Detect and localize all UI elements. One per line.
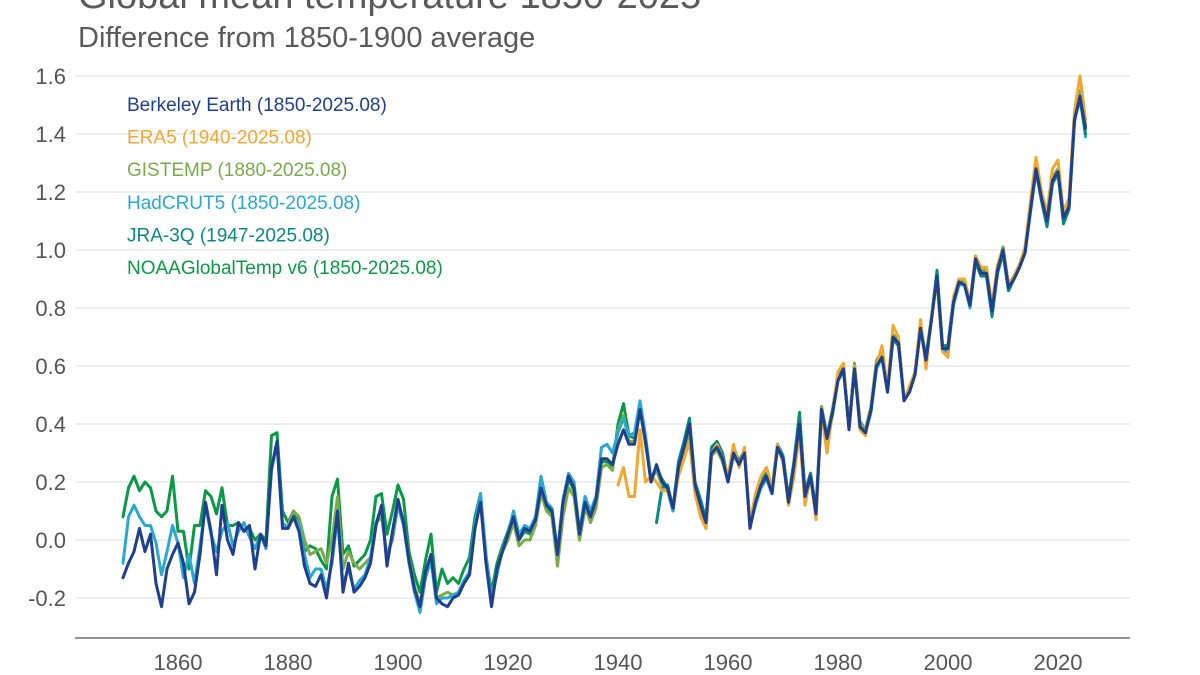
legend-item: HadCRUT5 (1850-2025.08)	[127, 193, 360, 214]
y-tick-label: 0.0	[35, 528, 66, 553]
x-tick-label: 1940	[594, 650, 643, 675]
x-tick-label: 1980	[814, 650, 863, 675]
legend-item: GISTEMP (1880-2025.08)	[127, 160, 347, 181]
x-tick-label: 2020	[1034, 650, 1083, 675]
x-tick-label: 1900	[374, 650, 423, 675]
series-line-berkeley	[121, 94, 1087, 609]
x-tick-label: 1880	[264, 650, 313, 675]
series-lines	[121, 74, 1087, 614]
y-tick-label: 1.0	[35, 238, 66, 263]
x-axis-ticks: 1860 1880 1900 1920 1940 1960 1980 2000 2020	[154, 650, 1083, 675]
x-tick-label: 1920	[484, 650, 533, 675]
x-tick-label: 1860	[154, 650, 203, 675]
legend-item: Berkeley Earth (1850-2025.08)	[127, 95, 387, 116]
legend-item: JRA-3Q (1947-2025.08)	[127, 225, 330, 246]
y-tick-label: -0.2	[28, 586, 66, 611]
chart-subtitle: Difference from 1850-1900 average	[78, 22, 535, 54]
gridlines	[75, 75, 1130, 599]
y-tick-label: 1.6	[35, 64, 66, 89]
y-tick-label: 0.6	[35, 354, 66, 379]
x-tick-label: 1960	[704, 650, 753, 675]
y-tick-label: 0.4	[35, 412, 66, 437]
legend-item: ERA5 (1940-2025.08)	[127, 128, 312, 149]
series-line-era5	[616, 74, 1087, 530]
legend: Berkeley Earth (1850-2025.08) ERA5 (1940-…	[127, 95, 443, 279]
y-tick-label: 1.4	[35, 122, 66, 147]
x-tick-label: 2000	[924, 650, 973, 675]
y-axis-ticks: -0.2 0.0 0.2 0.4 0.6 0.8 1.0 1.2 1.4 1.6	[28, 64, 66, 611]
y-tick-label: 0.2	[35, 470, 66, 495]
y-tick-label: 0.8	[35, 296, 66, 321]
legend-item: NOAAGlobalTemp v6 (1850-2025.08)	[127, 258, 443, 279]
y-tick-label: 1.2	[35, 180, 66, 205]
chart-title: Global mean temperature 1850-2025	[78, 0, 701, 17]
